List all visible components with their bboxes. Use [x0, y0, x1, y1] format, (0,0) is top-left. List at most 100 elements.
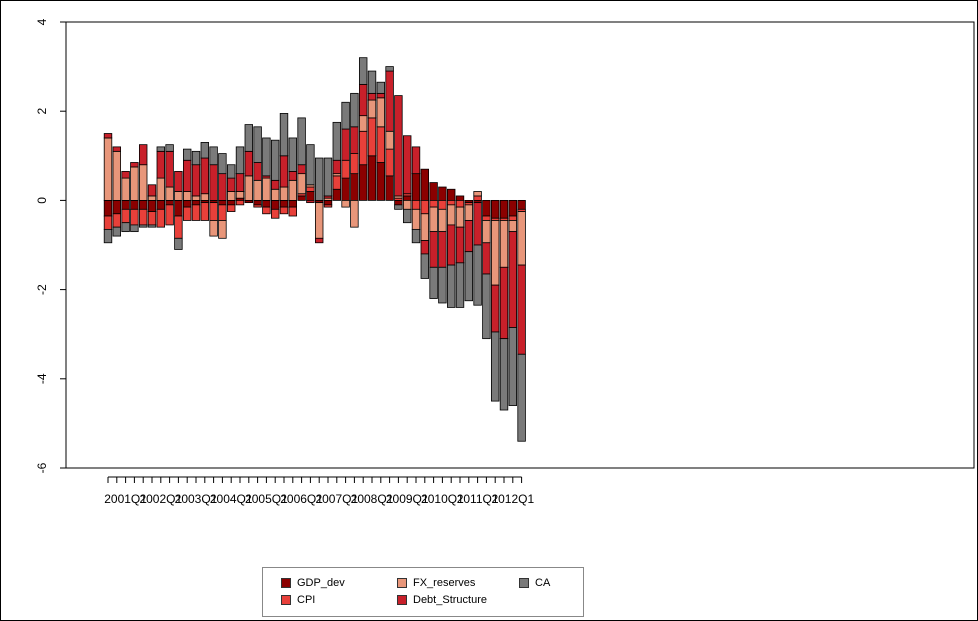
bar-segment-ca-2007Q2 [323, 157, 333, 197]
bar-segment-ca-2002Q1 [138, 224, 148, 228]
y-tick-label: -6 [35, 462, 49, 473]
bar-segment-fx-reserves-2012Q1 [490, 220, 500, 286]
bar-segment-fx-reserves-2011Q2 [464, 204, 473, 221]
legend-label-gdp-dev: GDP_dev [297, 577, 345, 589]
bar-segment-cpi-2002Q2 [147, 211, 157, 226]
bar-segment-cpi-2011Q1 [455, 199, 465, 208]
bar-segment-debt-structure-2004Q2 [218, 173, 227, 201]
bar-segment-cpi-2010Q3 [438, 199, 447, 210]
legend-label-ca: CA [535, 577, 551, 589]
bar-segment-ca-2009Q3 [402, 208, 412, 224]
bar-segment-debt-structure-2003Q2 [182, 159, 192, 192]
bar-segment-debt-structure-2004Q3 [226, 177, 236, 192]
bar-segment-gdp-dev-2008Q1 [350, 173, 359, 201]
x-tick-label: 2001Q1 [104, 492, 147, 506]
bar-segment-debt-structure-2006Q2 [288, 171, 297, 181]
bar-segment-gdp-dev-2005Q2 [253, 199, 262, 206]
bar-segment-fx-reserves-2003Q4 [200, 193, 209, 201]
x-tick-label: 2003Q1 [175, 492, 218, 506]
bar-segment-debt-structure-2007Q3 [332, 159, 341, 175]
bar-segment-gdp-dev-2010Q4 [446, 188, 456, 201]
bar-segment-ca-2010Q4 [446, 264, 456, 308]
bar-segment-ca-2003Q3 [191, 150, 201, 166]
legend: GDP_dev CPI FX_reserves Debt_Structure C… [262, 567, 584, 617]
bar-segment-ca-2010Q1 [420, 253, 429, 279]
bar-segment-fx-reserves-2003Q3 [191, 195, 201, 201]
bar-segment-gdp-dev-2001Q3 [121, 199, 130, 210]
bar-segment-fx-reserves-2003Q2 [182, 191, 192, 201]
bar-segment-debt-structure-2002Q1 [138, 144, 148, 166]
bar-segment-cpi-2006Q4 [306, 186, 315, 192]
bar-segment-cpi-2011Q4 [482, 215, 491, 221]
bar-segment-cpi-2001Q3 [121, 208, 130, 224]
bar-segment-debt-structure-2011Q2 [464, 220, 473, 253]
bar-segment-cpi-2003Q2 [182, 206, 192, 221]
bar-segment-fx-reserves-2005Q1 [244, 175, 253, 201]
bar-segment-debt-structure-2003Q1 [174, 171, 183, 192]
bar-segment-debt-structure-2004Q4 [235, 173, 245, 192]
bar-segment-cpi-2001Q4 [130, 208, 139, 226]
bar-segment-debt-structure-2009Q3 [402, 135, 412, 195]
bar-segment-cpi-2008Q2 [358, 130, 368, 166]
bar-segment-cpi-2004Q3 [226, 204, 236, 212]
bar-segment-debt-structure-2006Q4 [306, 199, 315, 204]
bar-segment-cpi-2005Q4 [270, 208, 280, 219]
bar-segment-fx-reserves-2011Q1 [455, 206, 465, 228]
bar-segment-fx-reserves-2009Q3 [402, 199, 412, 210]
bar-segment-gdp-dev-2008Q4 [376, 162, 385, 201]
bar-segment-cpi-2002Q1 [138, 208, 148, 226]
bar-segment-fx-reserves-2008Q1 [350, 199, 359, 228]
bar-segment-gdp-dev-2004Q2 [218, 199, 227, 206]
bar-segment-ca-2005Q2 [253, 126, 262, 163]
bar-segment-gdp-dev-2002Q4 [165, 199, 174, 206]
bar-segment-gdp-dev-2009Q1 [385, 175, 394, 201]
bar-segment-debt-structure-2007Q4 [341, 128, 350, 161]
bar-segment-gdp-dev-2001Q2 [112, 199, 121, 215]
bar-segment-cpi-2001Q1 [103, 215, 113, 230]
bar-segment-fx-reserves-2008Q3 [367, 99, 377, 119]
bar-segment-fx-reserves-2002Q3 [156, 177, 165, 201]
bar-segment-cpi-2007Q2 [323, 204, 333, 208]
bar-segment-gdp-dev-2006Q3 [297, 195, 306, 201]
bar-segment-fx-reserves-2008Q2 [358, 115, 368, 132]
bar-segment-debt-structure-2012Q4 [517, 264, 526, 355]
y-tick-label: 4 [35, 18, 49, 25]
bar-segment-fx-reserves-2001Q2 [112, 150, 121, 201]
bar-segment-cpi-2007Q4 [341, 159, 350, 179]
bar-segment-fx-reserves-2009Q4 [411, 208, 421, 230]
bar-segment-cpi-2002Q4 [165, 204, 174, 226]
bar-segment-fx-reserves-2012Q3 [508, 220, 517, 233]
bar-segment-ca-2006Q1 [279, 113, 289, 157]
bar-segment-fx-reserves-2012Q4 [517, 211, 526, 266]
bar-segment-fx-reserves-2008Q4 [376, 97, 385, 128]
legend-item-fx-reserves: FX_reserves [397, 577, 475, 589]
bar-segment-fx-reserves-2009Q1 [385, 130, 394, 150]
bar-segment-fx-reserves-2004Q3 [226, 191, 236, 201]
bar-segment-cpi-2008Q4 [376, 126, 385, 163]
bar-segment-gdp-dev-2003Q3 [191, 199, 201, 206]
bar-segment-debt-structure-2010Q2 [429, 231, 438, 268]
bar-segment-debt-structure-2007Q1 [314, 237, 324, 244]
bar-segment-gdp-dev-2009Q4 [411, 173, 421, 201]
bar-segment-ca-2001Q1 [103, 228, 113, 244]
bar-segment-ca-2001Q2 [112, 226, 121, 237]
bar-segment-gdp-dev-2007Q4 [341, 177, 350, 201]
bar-segment-ca-2007Q4 [341, 101, 350, 130]
legend-item-debt-structure: Debt_Structure [397, 594, 487, 606]
bar-segment-gdp-dev-2002Q3 [156, 199, 165, 210]
bar-segment-ca-2003Q4 [200, 142, 209, 159]
x-tick-label: 2004Q1 [210, 492, 253, 506]
x-axis: 2001Q12002Q12003Q12004Q12005Q12006Q12007… [104, 476, 534, 506]
bar-segment-fx-reserves-2010Q1 [420, 213, 429, 241]
bar-segment-gdp-dev-2006Q4 [306, 191, 315, 201]
bar-segment-ca-2011Q2 [464, 251, 473, 302]
bar-segment-gdp-dev-2007Q2 [323, 199, 333, 206]
bar-segment-gdp-dev-2011Q4 [482, 199, 491, 217]
bar-segment-ca-2012Q3 [508, 327, 517, 406]
bar-segment-gdp-dev-2002Q2 [147, 199, 157, 212]
bar-segment-fx-reserves-2003Q1 [174, 191, 183, 201]
bar-segment-ca-2001Q4 [130, 224, 139, 233]
bar-segment-debt-structure-2012Q1 [490, 284, 500, 333]
bar-segment-gdp-dev-2005Q3 [262, 199, 271, 208]
